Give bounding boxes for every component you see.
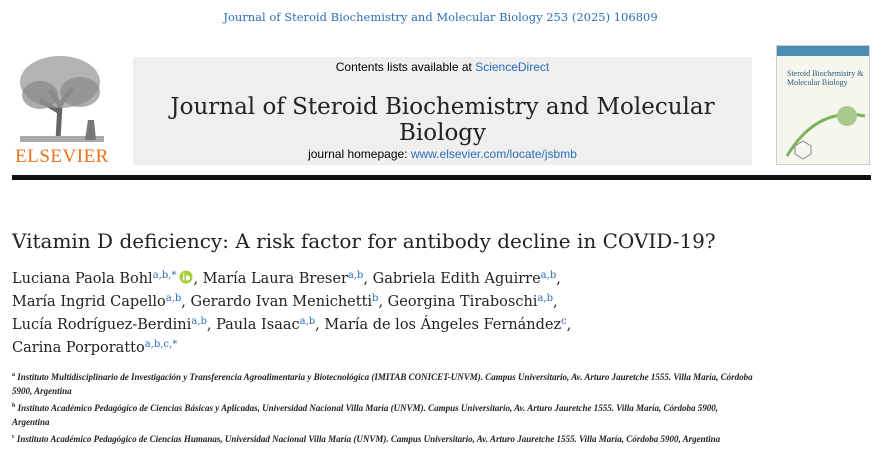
author-separator: , [206,317,212,333]
homepage-link[interactable]: www.elsevier.com/locate/jsbmb [410,147,577,161]
affiliation-label: b [12,403,16,409]
author-affiliation[interactable]: a,b,* [152,270,177,281]
affiliation: a Instituto Multidisciplinario de Invest… [12,371,757,398]
affiliation-label: a [12,372,15,378]
homepage-text: journal homepage: [308,147,408,161]
elsevier-tree-logo [10,50,114,145]
author-line: Carina Porporattoa,b,c,* [12,337,872,360]
author-affiliation[interactable]: a,b,c,* [144,339,178,350]
author-separator: , [378,294,384,310]
affiliation: c Instituto Académico Pedagógico de Cien… [12,433,757,447]
contents-line: Contents lists available at ScienceDirec… [133,60,752,74]
cover-art [777,46,869,160]
author-affiliation[interactable]: a,b [540,270,557,281]
author-affiliation[interactable]: a,b [347,270,364,281]
author-line: Lucía Rodríguez-Berdinia,b, Paula Isaaca… [12,314,872,337]
author-list: Luciana Paola Bohla,b,*, María Laura Bre… [12,268,872,360]
author-separator: , [363,271,369,287]
author-name: Luciana Paola Bohl [12,271,153,287]
author-separator: , [553,294,558,310]
affiliation-text: Instituto Académico Pedagógico de Cienci… [12,403,719,427]
author-line: María Ingrid Capelloa,b, Gerardo Ivan Me… [12,291,872,314]
journal-banner: Contents lists available at ScienceDirec… [133,57,752,165]
author-name: Paula Isaac [216,317,300,333]
author-affiliation[interactable]: c [561,316,567,327]
author-affiliation[interactable]: a,b [191,316,207,327]
publisher-logo-text: ELSEVIER [15,146,109,167]
author-separator: , [193,271,199,287]
author-name: María de los Ángeles Fernández [324,317,562,333]
orcid-icon[interactable] [179,270,193,284]
author-separator: , [315,317,320,333]
author-affiliation[interactable]: a,b [537,293,553,304]
journal-cover[interactable]: Steroid Biochemistry & Molecular Biology [776,45,870,165]
author-name: Lucía Rodríguez-Berdini [12,317,192,333]
author-name: Gabriela Edith Aguirre [372,271,541,287]
author-name: María Ingrid Capello [12,294,166,310]
homepage-line: journal homepage: www.elsevier.com/locat… [133,147,752,161]
affiliation-text: Instituto Académico Pedagógico de Cienci… [16,434,721,444]
author-separator: , [556,271,561,287]
sciencedirect-link[interactable]: ScienceDirect [475,60,550,74]
affiliation-label: c [12,434,15,440]
author-affiliation[interactable]: a,b [299,316,316,327]
author-separator: , [566,317,572,333]
affiliation: b Instituto Académico Pedagógico de Cien… [12,402,757,429]
cover-title: Steroid Biochemistry & Molecular Biology [787,69,864,87]
author-name: Georgina Tiraboschi [387,294,538,310]
author-separator: , [181,294,186,310]
author-name: María Laura Breser [202,271,348,287]
citation: Journal of Steroid Biochemistry and Mole… [223,10,658,24]
contents-text: Contents lists available at [335,60,472,74]
journal-title: Journal of Steroid Biochemistry and Mole… [170,94,715,146]
author-affiliation[interactable]: b [372,293,379,304]
affiliation-list: a Instituto Multidisciplinario de Invest… [12,371,757,451]
author-line: Luciana Paola Bohla,b,*, María Laura Bre… [12,268,872,291]
author-affiliation[interactable]: a,b [165,293,182,304]
author-name: Gerardo Ivan Menichetti [190,294,373,310]
header-rule [12,175,871,180]
author-name: Carina Porporatto [12,340,145,356]
article-title: Vitamin D deficiency: A risk factor for … [12,229,716,253]
affiliation-text: Instituto Multidisciplinario de Investig… [12,372,753,396]
